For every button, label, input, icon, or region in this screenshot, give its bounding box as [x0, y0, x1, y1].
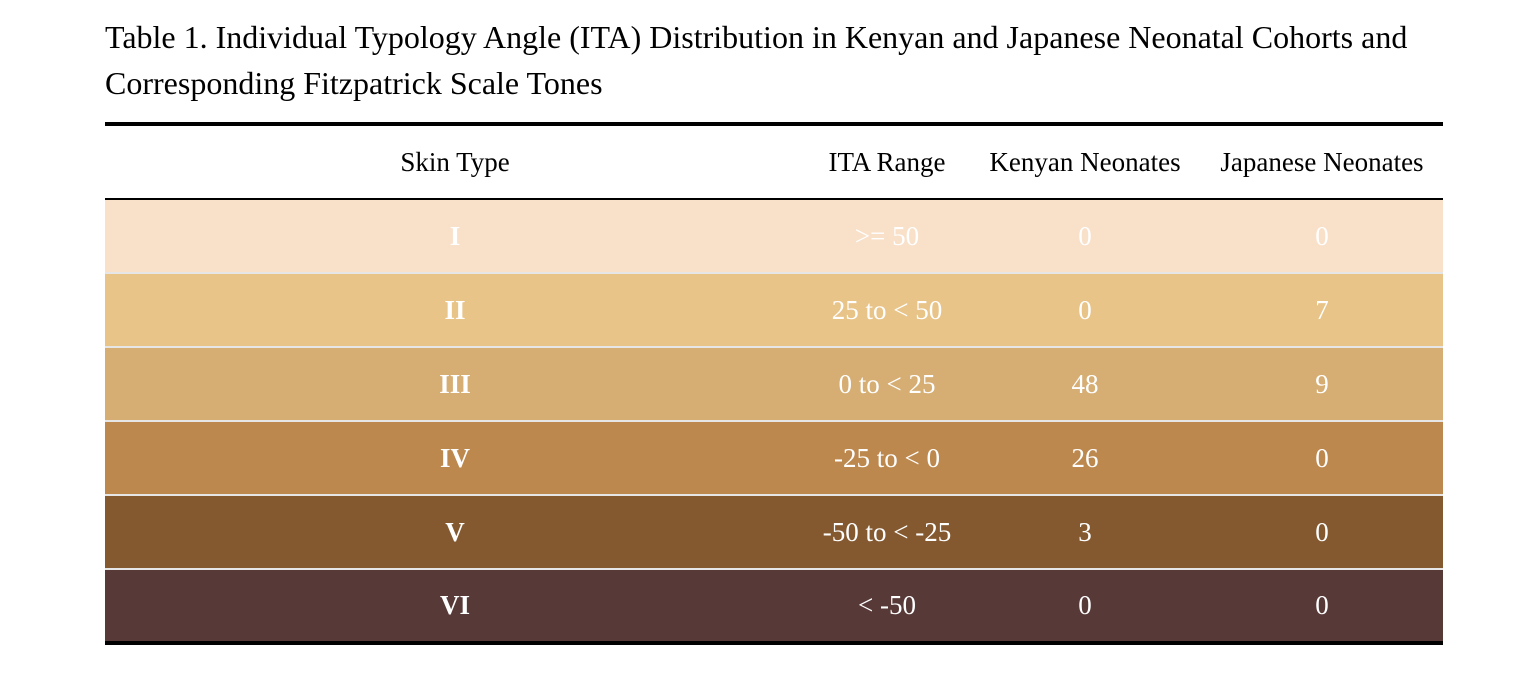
cell-skin-type: I	[449, 220, 461, 251]
cell-skin-type: IV	[105, 420, 805, 495]
cell-kenyan-count: 26	[969, 420, 1201, 495]
header-japanese-neonates: Japanese Neonates	[1220, 146, 1424, 177]
table-row: IV -25 to < 0 26 0	[105, 420, 1443, 495]
table-header-row: Skin Type ITA Range Kenyan Neonates Japa…	[105, 124, 1443, 199]
cell-ita-range: < -50	[805, 568, 969, 643]
cell-ita-range: >= 50	[854, 220, 920, 251]
cell-japanese-count: 0	[1201, 568, 1443, 643]
cell-skin-type: V	[105, 494, 805, 569]
cell-japanese-count: 0	[1201, 420, 1443, 495]
header-kenyan-neonates: Kenyan Neonates	[989, 146, 1181, 177]
cell-japanese-count: 0	[1201, 494, 1443, 569]
cell-kenyan-count: 3	[969, 494, 1201, 569]
cell-kenyan-count: 48	[969, 346, 1201, 421]
cell-japanese-count: 0	[1315, 220, 1329, 251]
header-skin-type: Skin Type	[400, 146, 510, 177]
table-row: V -50 to < -25 3 0	[105, 494, 1443, 569]
table-row: I >= 50 0 0	[105, 199, 1443, 273]
table-caption: Table 1. Individual Typology Angle (ITA)…	[105, 19, 1408, 101]
cell-ita-range: 25 to < 50	[805, 272, 969, 347]
cell-skin-type: VI	[105, 568, 805, 643]
table-row: III 0 to < 25 48 9	[105, 346, 1443, 421]
cell-japanese-count: 7	[1201, 272, 1443, 347]
table-row: II 25 to < 50 0 7	[105, 272, 1443, 347]
table-row: VI < -50 0 0	[105, 568, 1443, 643]
cell-skin-type: III	[105, 346, 805, 421]
cell-ita-range: 0 to < 25	[805, 346, 969, 421]
cell-ita-range: -25 to < 0	[805, 420, 969, 495]
ita-distribution-table: Skin Type ITA Range Kenyan Neonates Japa…	[105, 122, 1443, 645]
cell-japanese-count: 9	[1201, 346, 1443, 421]
cell-kenyan-count: 0	[969, 568, 1201, 643]
cell-skin-type: II	[105, 272, 805, 347]
cell-ita-range: -50 to < -25	[805, 494, 969, 569]
cell-kenyan-count: 0	[1078, 220, 1092, 251]
header-ita-range: ITA Range	[828, 146, 946, 177]
cell-kenyan-count: 0	[969, 272, 1201, 347]
